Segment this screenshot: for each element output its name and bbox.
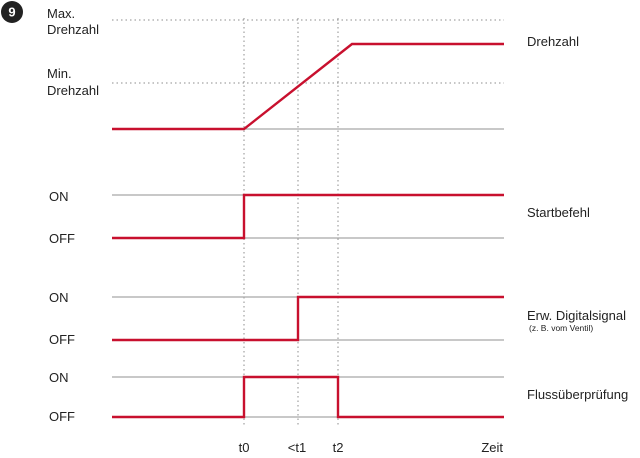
digital-signal-line bbox=[112, 295, 504, 342]
digital-on-label: ON bbox=[49, 290, 69, 305]
t0-label: t0 bbox=[239, 440, 250, 455]
badge-circle bbox=[1, 1, 23, 23]
digital-panel-subtitle: (z. B. vom Ventil) bbox=[529, 323, 593, 333]
t2-label: t2 bbox=[333, 440, 344, 455]
time-axis: t0 <t1 t2 Zeit bbox=[239, 440, 504, 455]
flow-signal-line bbox=[112, 375, 504, 419]
max-speed-label-line1: Max. bbox=[47, 6, 75, 21]
badge-number: 9 bbox=[8, 5, 15, 20]
min-speed-label-line1: Min. bbox=[47, 66, 72, 81]
flow-panel: ON OFF Flussüberprüfung bbox=[49, 370, 628, 424]
digital-panel: ON OFF Erw. Digitalsignal (z. B. vom Ven… bbox=[49, 290, 626, 347]
flow-panel-title: Flussüberprüfung bbox=[527, 387, 628, 402]
t1-label: <t1 bbox=[288, 440, 306, 455]
time-axis-end-label: Zeit bbox=[481, 440, 503, 455]
min-speed-label-line2: Drehzahl bbox=[47, 83, 99, 98]
speed-panel-title: Drehzahl bbox=[527, 34, 579, 49]
digital-off-label: OFF bbox=[49, 332, 75, 347]
start-panel: ON OFF Startbefehl bbox=[49, 189, 590, 246]
start-off-label: OFF bbox=[49, 231, 75, 246]
max-speed-label-line2: Drehzahl bbox=[47, 22, 99, 37]
flow-on-label: ON bbox=[49, 370, 69, 385]
digital-panel-title: Erw. Digitalsignal bbox=[527, 308, 626, 323]
start-panel-title: Startbefehl bbox=[527, 205, 590, 220]
speed-signal-line bbox=[112, 42, 504, 131]
speed-panel: Max. Drehzahl Min. Drehzahl Drehzahl bbox=[47, 6, 579, 131]
flow-off-label: OFF bbox=[49, 409, 75, 424]
start-signal-line bbox=[112, 193, 504, 240]
figure-number-badge: 9 bbox=[1, 1, 23, 23]
start-on-label: ON bbox=[49, 189, 69, 204]
time-markers bbox=[243, 18, 339, 425]
